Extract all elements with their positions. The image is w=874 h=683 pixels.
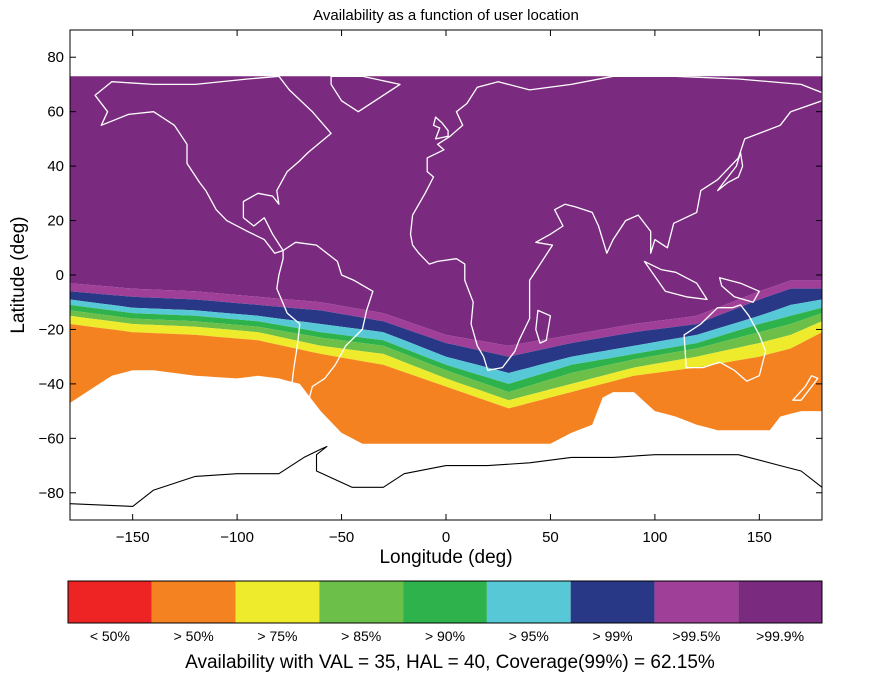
colorbar-swatch [738, 581, 822, 623]
landmass-japan [716, 151, 744, 192]
plot-area [70, 30, 822, 520]
colorbar-label: > 75% [257, 628, 297, 644]
colorbar-label: >99.5% [672, 628, 720, 644]
chart-title: Availability as a function of user locat… [313, 7, 579, 24]
landmass-new-guinea [718, 277, 760, 303]
band-99.9 [70, 76, 822, 346]
x-tick-label: 0 [442, 529, 450, 546]
x-tick-label: 100 [642, 529, 667, 546]
y-axis-label: Latitude (deg) [8, 216, 29, 333]
colorbar-label: > 90% [425, 628, 465, 644]
colorbar-label: < 50% [90, 628, 130, 644]
landmass-new-zealand [792, 375, 819, 401]
landmass-madagascar [535, 309, 552, 344]
antarctica-outline [70, 445, 822, 507]
colorbar-swatch [654, 581, 739, 623]
band-95 [70, 299, 822, 384]
landmass-south-america [276, 241, 374, 423]
y-tick-label: 40 [47, 158, 64, 175]
colorbar-caption: Availability with VAL = 35, HAL = 40, Co… [185, 652, 715, 673]
colorbar-label: > 85% [341, 628, 381, 644]
colorbar: < 50% > 50% > 75% > 85% > 90% > 95% > 99% >99.5… [67, 580, 823, 644]
x-tick-label: −50 [329, 529, 354, 546]
x-tick-label: −100 [220, 529, 254, 546]
y-tick-label: 60 [47, 104, 64, 121]
colorbar-swatch [151, 581, 236, 623]
band-50 [70, 324, 822, 444]
colorbar-swatch [68, 581, 152, 623]
colorbar-swatch [319, 581, 404, 623]
x-axis: −150 −100 −50 0 50 100 150 [116, 30, 772, 546]
colorbar-swatch [235, 581, 320, 623]
band-99 [70, 288, 822, 373]
landmass-greenland [330, 75, 401, 113]
y-axis: −80 −60 −40 −20 0 20 40 60 80 [39, 49, 822, 502]
y-tick-label: 20 [47, 213, 64, 230]
y-tick-label: 80 [47, 49, 64, 66]
colorbar-swatch [403, 581, 487, 623]
y-tick-label: −20 [39, 321, 64, 338]
landmass-australia [683, 304, 767, 382]
band-85 [70, 310, 822, 401]
band-99.5 [70, 280, 822, 357]
colorbar-label: > 99% [593, 628, 633, 644]
antarctica-coastline [70, 445, 822, 507]
y-tick-label: 0 [56, 267, 64, 284]
x-tick-label: −150 [116, 529, 150, 546]
colorbar-frame [67, 580, 823, 624]
y-tick-label: −40 [39, 376, 64, 393]
coastline-overlay [94, 75, 822, 423]
y-tick-label: −60 [39, 430, 64, 447]
landmass-indonesia [643, 260, 708, 301]
landmass-uk [432, 116, 449, 140]
colorbar-label: > 50% [174, 628, 214, 644]
availability-bands [70, 76, 822, 444]
y-tick-label: −80 [39, 485, 64, 502]
x-tick-label: 150 [747, 529, 772, 546]
x-axis-label: Longitude (deg) [379, 547, 512, 568]
band-75 [70, 315, 822, 409]
colorbar-swatch [486, 581, 571, 623]
landmass-north-america [94, 75, 332, 254]
landmass-africa-eurasia [409, 75, 822, 371]
colorbar-label: > 95% [509, 628, 549, 644]
colorbar-label: >99.9% [756, 628, 804, 644]
colorbar-swatch [570, 581, 655, 623]
x-tick-label: 50 [542, 529, 559, 546]
